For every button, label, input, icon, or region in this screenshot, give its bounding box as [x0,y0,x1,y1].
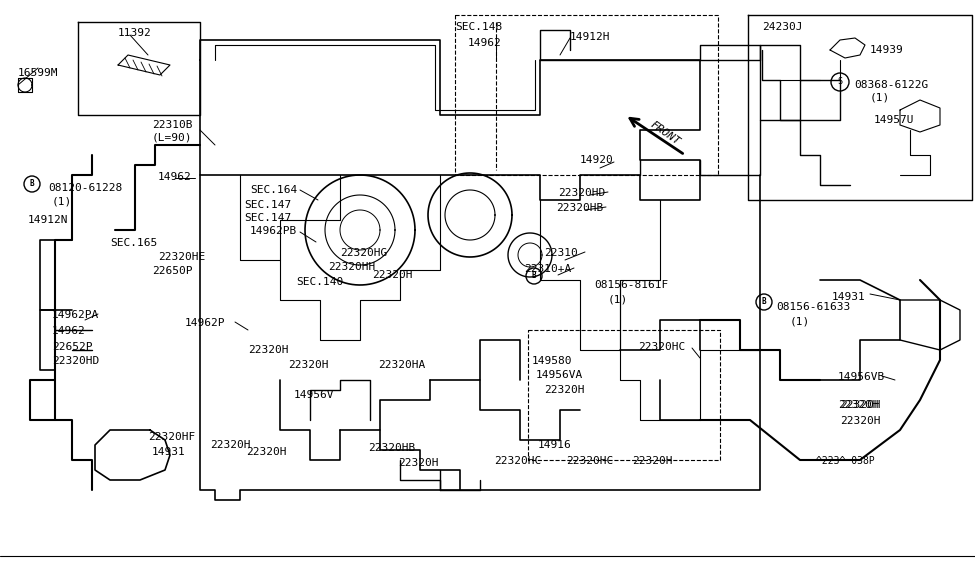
Text: SEC.164: SEC.164 [250,185,297,195]
Text: 22320HA: 22320HA [378,360,425,370]
Text: S: S [838,78,842,87]
Text: 22320H: 22320H [544,385,584,395]
Text: 14962PA: 14962PA [52,310,99,320]
Text: 22320HE: 22320HE [158,252,206,262]
Text: B: B [29,179,34,188]
Text: (1): (1) [870,93,890,103]
Text: 22320H: 22320H [288,360,329,370]
Text: 22320HG: 22320HG [340,248,387,258]
Text: 14916: 14916 [538,440,571,450]
Text: 22320HB: 22320HB [368,443,415,453]
Text: 22320HC: 22320HC [494,456,541,466]
Text: ^223^ 038P: ^223^ 038P [816,456,875,466]
Text: 22320H: 22320H [246,447,287,457]
Text: 08156-8161F: 08156-8161F [594,280,668,290]
Text: 22320H: 22320H [840,400,880,410]
Text: 22320HD: 22320HD [52,356,99,366]
Text: 22320HD: 22320HD [558,188,605,198]
Text: SEC.148: SEC.148 [455,22,502,32]
Text: 22320HF: 22320HF [148,432,195,442]
Text: 14962PB: 14962PB [250,226,297,236]
Text: 11392: 11392 [118,28,152,38]
Text: 22320H: 22320H [840,416,880,426]
Text: B: B [531,272,536,281]
Text: 14962: 14962 [468,38,502,48]
Text: 22320HC: 22320HC [566,456,613,466]
Text: 14912H: 14912H [570,32,610,42]
Text: B: B [761,298,766,307]
Text: 14931: 14931 [152,447,186,457]
Text: 22310+A: 22310+A [524,264,571,274]
Text: 22320H: 22320H [632,456,673,466]
Text: 14956VA: 14956VA [536,370,583,380]
Text: FRONT: FRONT [648,119,682,147]
Text: 22320H: 22320H [210,440,251,450]
Text: 14939: 14939 [870,45,904,55]
Text: 14956V: 14956V [294,390,334,400]
Text: 22320H: 22320H [248,345,289,355]
Text: 22310: 22310 [544,248,578,258]
Text: 14920: 14920 [580,155,613,165]
Text: 14962: 14962 [52,326,86,336]
Text: 14957U: 14957U [874,115,915,125]
Text: 22320HH: 22320HH [328,262,375,272]
Text: 08156-61633: 08156-61633 [776,302,850,312]
Text: 14962P: 14962P [185,318,225,328]
Text: 14956VB: 14956VB [838,372,885,382]
Text: 22320H: 22320H [838,400,878,410]
Text: 22320HC: 22320HC [638,342,685,352]
Text: 14912N: 14912N [28,215,68,225]
Text: SEC.147: SEC.147 [244,213,292,223]
Text: SEC.147: SEC.147 [244,200,292,210]
Text: 22310B: 22310B [152,120,192,130]
Text: 22320HB: 22320HB [556,203,604,213]
Text: 16599M: 16599M [18,68,58,78]
Text: 24230J: 24230J [762,22,802,32]
Text: 22320H: 22320H [398,458,439,468]
Text: SEC.140: SEC.140 [296,277,343,287]
Text: 14931: 14931 [832,292,866,302]
Text: (L=90): (L=90) [152,133,192,143]
Text: (1): (1) [608,294,628,304]
Text: 08368-6122G: 08368-6122G [854,80,928,90]
Text: 08120-61228: 08120-61228 [48,183,122,193]
Text: 149580: 149580 [532,356,572,366]
Text: (1): (1) [52,196,72,206]
Text: 22650P: 22650P [152,266,192,276]
Text: SEC.165: SEC.165 [110,238,157,248]
Text: 22652P: 22652P [52,342,93,352]
Text: 14962: 14962 [158,172,192,182]
Text: 22320H: 22320H [372,270,412,280]
Text: (1): (1) [790,316,810,326]
